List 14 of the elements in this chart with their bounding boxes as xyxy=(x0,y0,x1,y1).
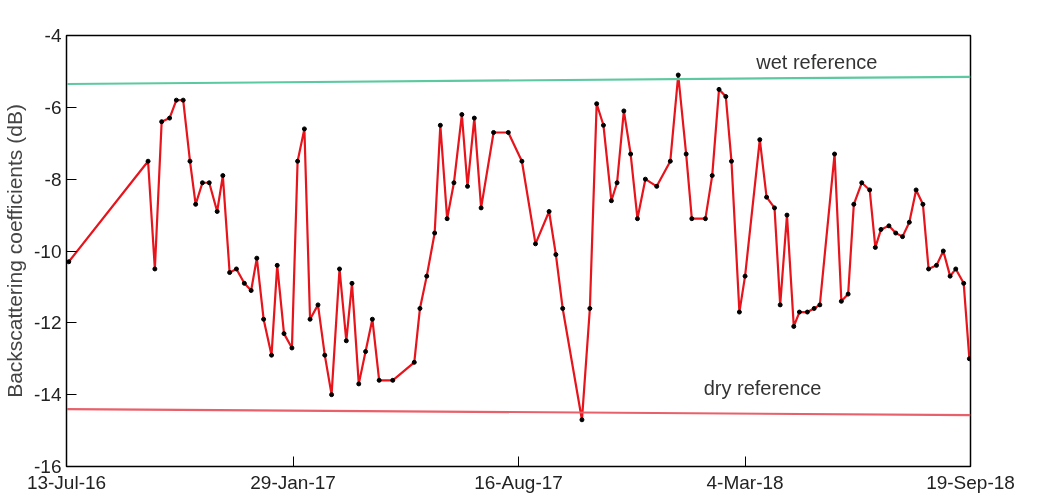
y-tick-label: -6 xyxy=(44,96,62,118)
x-tick-label: 4-Mar-18 xyxy=(706,471,784,493)
y-tick-label: -10 xyxy=(34,240,62,262)
y-tick-label: -4 xyxy=(44,25,62,46)
x-tick-label: 29-Jan-17 xyxy=(250,471,336,493)
y-tick-label: -8 xyxy=(44,168,62,190)
x-tick-label: 19-Sep-18 xyxy=(926,471,1015,493)
series-label: wet reference xyxy=(755,51,878,74)
y-tick-label: -14 xyxy=(34,384,62,406)
series-label: dry reference xyxy=(703,376,822,399)
x-tick-label: 16-Aug-17 xyxy=(474,471,563,493)
y-axis-title: Backscattering coefficients (dB) xyxy=(3,104,27,398)
y-tick-label: -16 xyxy=(34,456,62,477)
y-tick-label: -12 xyxy=(34,312,62,334)
